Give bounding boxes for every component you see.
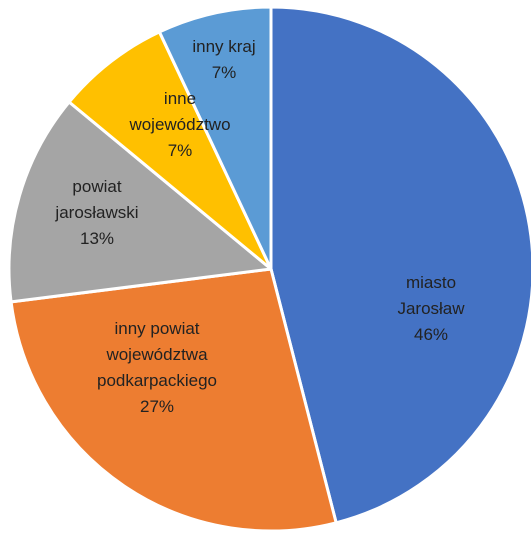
slice-label-3: powiat jarosławski 13% [54,177,138,248]
slice-label-line: podkarpackiego [97,371,217,390]
slice-label-1: miasto Jarosław 46% [397,273,465,344]
slice-label-line: powiat [72,177,121,196]
slice-label-line: inny kraj [192,37,255,56]
slice-label-2: inny powiat województwa podkarpackiego 27% [97,319,217,416]
slice-label-line: inne [164,89,196,108]
slice-label-line: jarosławski [54,203,138,222]
slice-label-line: miasto [406,273,456,292]
slice-label-line: województwa [105,345,208,364]
pie-slice-4 [67,30,273,271]
slice-value-label: 7% [168,141,193,160]
pie-slice-5 [157,5,273,271]
slice-label-line: województwo [128,115,230,134]
pie-slice-2 [9,267,338,533]
slice-label-5: inny kraj 7% [192,37,255,82]
slice-value-label: 13% [80,229,114,248]
slice-label-line: Jarosław [397,299,465,318]
pie-slice-3 [7,100,273,304]
slice-value-label: 27% [140,397,174,416]
slice-value-label: 46% [414,325,448,344]
slice-label-line: inny powiat [114,319,199,338]
slice-label-4: inne województwo 7% [128,89,230,160]
slice-value-label: 7% [212,63,237,82]
